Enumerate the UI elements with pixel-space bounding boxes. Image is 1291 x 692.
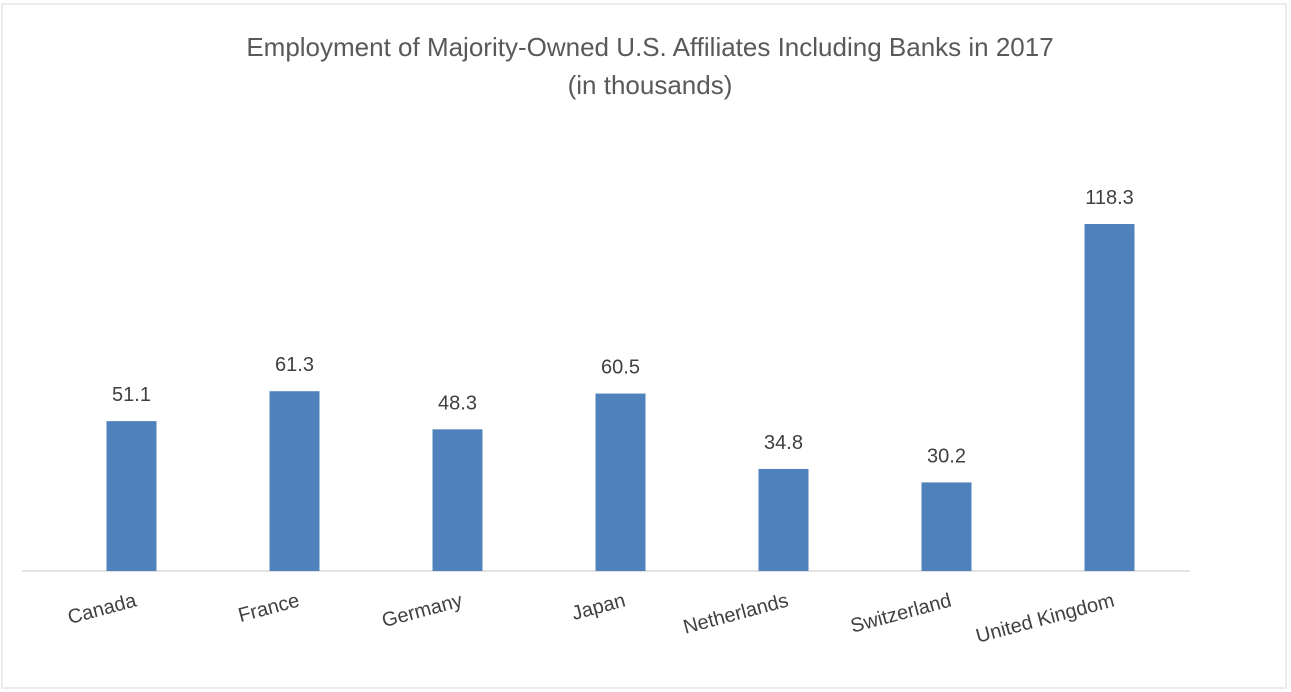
- bar: [106, 421, 157, 571]
- bar: [595, 393, 646, 571]
- bar: [269, 391, 320, 571]
- data-label: 60.5: [601, 357, 640, 379]
- bar: [921, 482, 972, 571]
- data-label: 118.3: [1085, 187, 1134, 209]
- data-label: 48.3: [438, 392, 477, 414]
- data-label: 30.2: [927, 445, 966, 467]
- data-label: 34.8: [764, 432, 803, 454]
- chart-title: Employment of Majority-Owned U.S. Affili…: [246, 32, 1053, 62]
- bar: [432, 429, 483, 571]
- chart-subtitle: (in thousands): [568, 70, 733, 100]
- bar: [1084, 224, 1135, 571]
- bar: [758, 468, 809, 571]
- data-label: 61.3: [275, 354, 314, 376]
- data-label: 51.1: [112, 384, 151, 406]
- chart-border: [1, 3, 1287, 689]
